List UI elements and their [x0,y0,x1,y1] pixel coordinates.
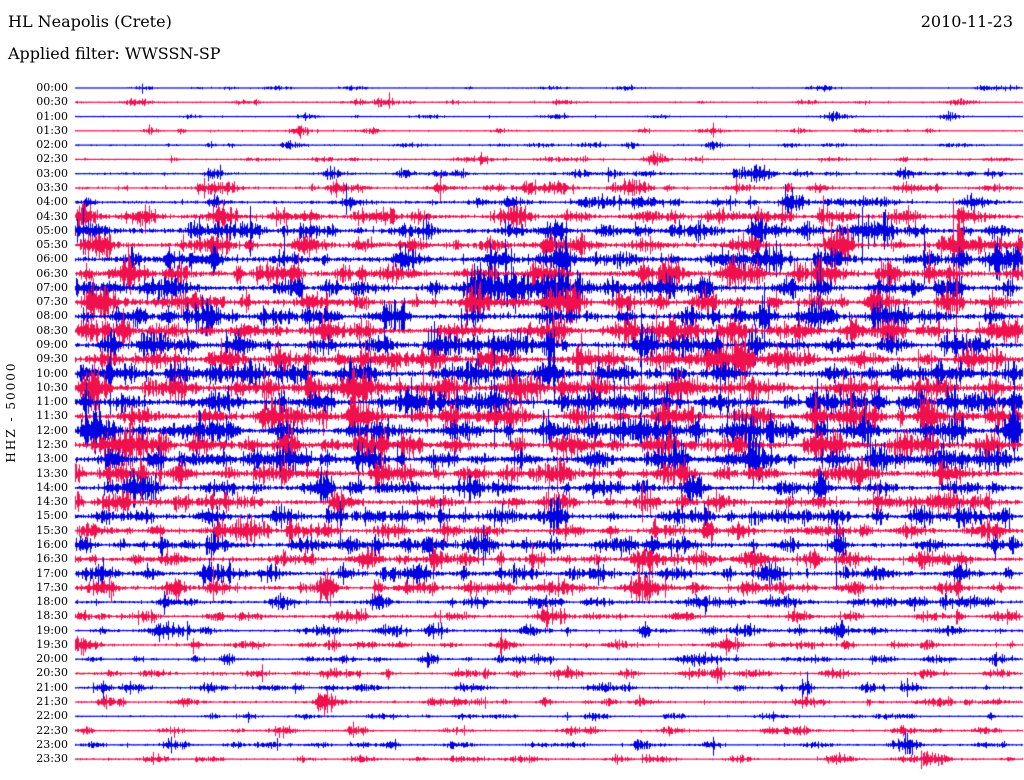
trace-time-label: 19:30 [36,637,68,651]
trace-time-label: 16:00 [36,537,68,551]
trace-time-label: 10:00 [36,366,68,380]
trace-time-label: 02:00 [36,138,68,152]
trace-time-label: 04:30 [36,209,68,223]
trace-time-label: 00:00 [36,81,68,94]
station-title: HL Neapolis (Crete) [8,12,172,31]
trace-time-label: 12:00 [36,423,68,437]
trace-time-label: 19:00 [36,623,68,637]
trace-time-label: 16:30 [36,552,68,566]
trace-time-label: 06:00 [36,252,68,266]
trace-time-label: 11:00 [36,395,68,409]
trace-time-label: 15:30 [36,523,68,537]
trace-time-label: 01:00 [36,109,68,123]
trace-time-label: 08:30 [36,323,68,337]
trace-time-label: 13:30 [36,466,68,480]
trace-time-label: 05:00 [36,223,68,237]
trace-time-label: 02:30 [36,152,68,166]
trace-time-label: 03:00 [36,166,68,180]
trace-time-label: 07:00 [36,280,68,294]
trace-time-label: 12:30 [36,438,68,451]
trace-time-label: 20:00 [36,652,68,666]
trace-time-label: 23:00 [36,737,68,751]
trace-time-label: 11:30 [36,409,68,423]
trace-time-label: 09:00 [36,338,68,352]
trace-time-label: 15:00 [36,509,68,523]
trace-time-label: 00:30 [36,95,68,109]
trace-time-label: 22:00 [36,709,68,723]
trace-time-label: 18:30 [36,609,68,623]
trace-time-label: 04:00 [36,195,68,209]
trace-time-label: 09:30 [36,352,68,366]
record-date: 2010-11-23 [920,12,1013,31]
trace-time-label: 20:30 [36,666,68,680]
trace-time-label: 22:30 [36,723,68,737]
trace-time-label: 03:30 [36,180,68,194]
trace-time-label: 23:30 [36,752,68,766]
trace-time-label: 05:30 [36,238,68,252]
trace-time-label: 08:00 [36,309,68,323]
trace-time-label: 17:30 [36,580,68,594]
trace-time-label: 21:30 [36,695,68,709]
trace-time-label: 14:30 [36,495,68,509]
trace-time-label: 07:30 [36,295,68,309]
applied-filter-label: Applied filter: WWSSN-SP [8,44,221,63]
trace-time-label: 01:30 [36,123,68,137]
trace-time-label: 17:00 [36,566,68,580]
trace-time-label: 13:00 [36,452,68,466]
trace-time-label: 14:00 [36,480,68,494]
trace-time-label: 10:30 [36,380,68,394]
trace-time-label: 18:00 [36,595,68,609]
trace-time-label: 21:00 [36,680,68,694]
trace-time-label: 06:30 [36,266,68,280]
